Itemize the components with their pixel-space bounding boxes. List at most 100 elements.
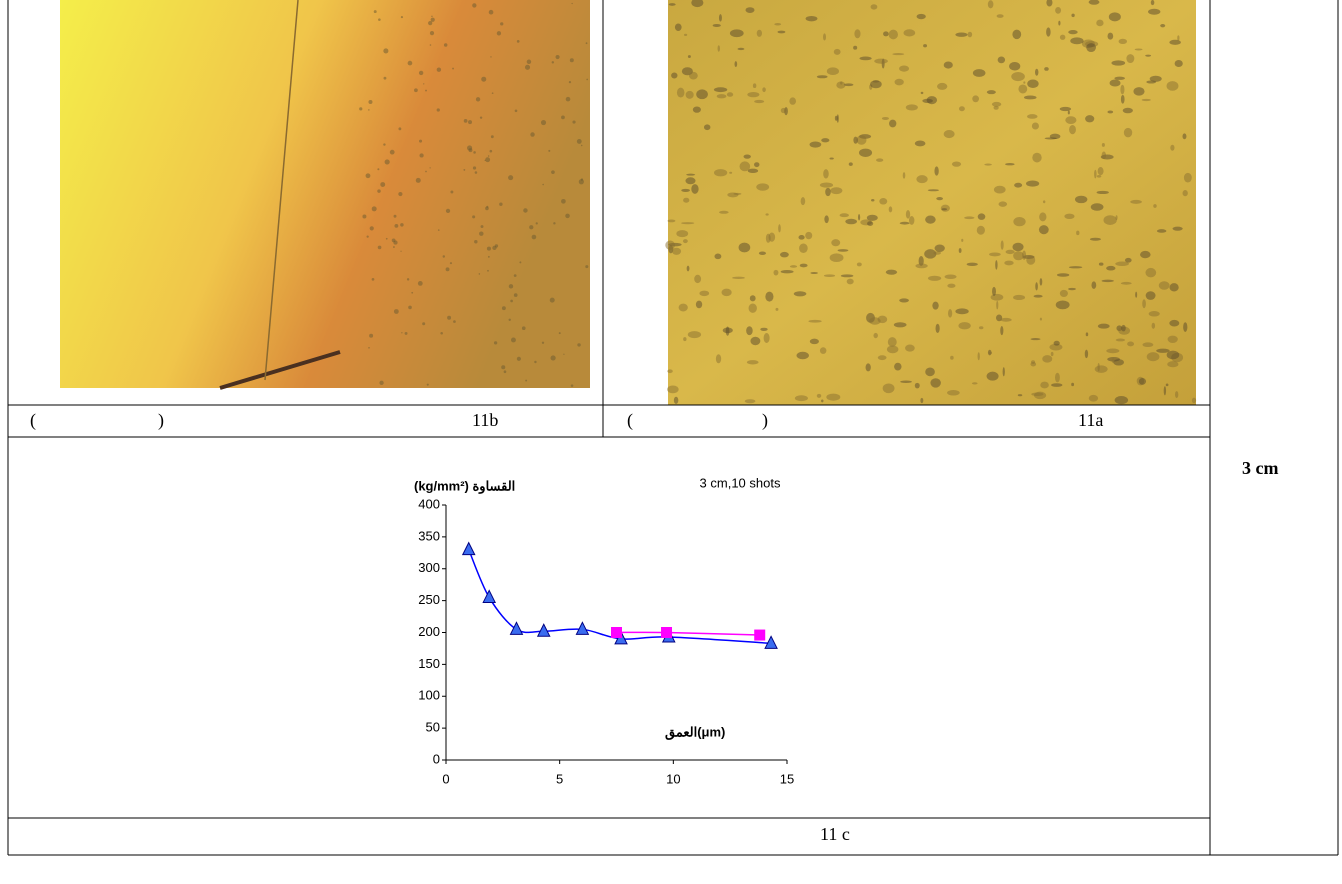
texture: [1170, 144, 1175, 151]
texture: [789, 265, 798, 268]
texture: [874, 58, 888, 64]
texture: [750, 336, 761, 346]
texture: [369, 226, 374, 231]
texture: [816, 75, 828, 79]
texture: [568, 81, 572, 84]
texture: [377, 168, 380, 171]
texture: [580, 178, 584, 181]
texture: [1050, 351, 1054, 357]
texture: [576, 139, 582, 144]
texture: [773, 269, 779, 276]
y-tick-label: 50: [426, 720, 440, 735]
texture: [1088, 0, 1100, 5]
texture: [1068, 266, 1083, 269]
texture: [729, 171, 733, 174]
texture: [805, 231, 813, 240]
texture: [816, 393, 822, 398]
texture: [856, 262, 862, 267]
texture: [481, 76, 487, 82]
texture: [683, 33, 688, 36]
texture: [487, 255, 490, 258]
texture: [667, 369, 673, 374]
texture: [1127, 341, 1135, 347]
paren: ): [158, 410, 164, 431]
texture: [490, 56, 492, 58]
photos: [60, 0, 1197, 405]
texture: [1011, 72, 1025, 82]
texture: [1039, 317, 1042, 321]
texture: [428, 21, 433, 26]
texture: [577, 343, 581, 347]
texture: [1018, 84, 1028, 94]
texture: [843, 83, 854, 87]
texture: [986, 90, 996, 95]
texture: [1022, 250, 1027, 260]
texture: [503, 370, 507, 374]
texture: [474, 171, 478, 174]
texture: [932, 301, 939, 310]
texture: [1055, 7, 1062, 14]
texture: [1111, 60, 1126, 66]
texture: [729, 29, 744, 38]
texture: [683, 197, 690, 203]
texture: [380, 182, 386, 187]
texture: [378, 18, 381, 21]
texture: [987, 0, 994, 9]
texture: [1107, 32, 1114, 40]
texture: [1056, 273, 1070, 277]
texture: [746, 326, 753, 336]
texture: [501, 306, 506, 311]
texture: [1094, 365, 1108, 373]
texture: [908, 216, 915, 225]
texture: [829, 253, 844, 263]
texture: [418, 70, 424, 76]
texture: [958, 322, 971, 330]
x-tick-label: 5: [556, 771, 563, 786]
texture: [1109, 79, 1121, 87]
texture: [1097, 167, 1104, 176]
caption: 11a: [1078, 410, 1103, 430]
texture: [445, 208, 451, 214]
texture: [359, 107, 363, 111]
texture: [1040, 381, 1049, 389]
texture: [1000, 240, 1004, 250]
texture: [747, 168, 759, 173]
texture: [713, 87, 728, 93]
texture: [408, 305, 412, 310]
texture: [519, 261, 522, 264]
texture: [936, 197, 943, 201]
texture: [1106, 348, 1120, 354]
texture: [687, 331, 702, 339]
texture: [927, 189, 940, 192]
texture: [534, 360, 537, 364]
texture: [944, 274, 957, 280]
texture: [799, 263, 808, 268]
texture: [1067, 110, 1070, 115]
texture: [1169, 319, 1180, 327]
texture: [1140, 250, 1151, 259]
texture: [889, 119, 897, 128]
texture: [681, 222, 695, 225]
texture: [463, 168, 466, 171]
texture: [1123, 127, 1133, 138]
texture: [774, 23, 782, 26]
texture: [1068, 30, 1078, 35]
texture: [1051, 383, 1063, 387]
texture: [826, 67, 839, 76]
texture: [473, 151, 476, 154]
marker: [509, 621, 524, 635]
paren: (: [627, 410, 633, 431]
texture: [437, 229, 440, 231]
texture: [1133, 87, 1145, 96]
texture: [848, 162, 853, 166]
texture: [1035, 68, 1039, 76]
texture: [565, 213, 570, 219]
texture: [377, 189, 381, 193]
texture: [819, 182, 834, 188]
texture: [713, 169, 728, 177]
x-tick-label: 0: [442, 771, 449, 786]
texture: [821, 138, 830, 143]
texture: [1035, 282, 1038, 291]
texture: [879, 198, 888, 205]
texture: [727, 192, 739, 198]
